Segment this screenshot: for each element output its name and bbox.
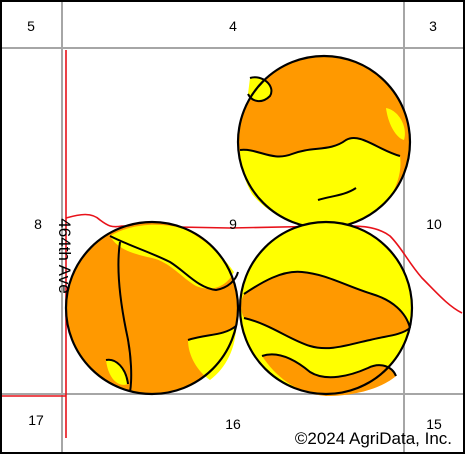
field-boundary-southeast <box>238 220 414 396</box>
section-label-15: 15 <box>426 416 442 432</box>
soil-field-north <box>236 54 412 230</box>
copyright-text: ©2024 AgriData, Inc. <box>295 429 452 448</box>
road-label-464th-ave: 464th Ave <box>55 218 74 293</box>
field-boundary-southwest <box>64 220 240 396</box>
soil-field-southwest <box>64 220 240 396</box>
section-label-8: 8 <box>34 216 42 232</box>
section-label-3: 3 <box>429 18 437 34</box>
soil-field-southeast <box>238 220 414 396</box>
section-label-17: 17 <box>28 412 44 428</box>
section-label-9: 9 <box>229 216 237 232</box>
section-label-16: 16 <box>225 416 241 432</box>
section-label-10: 10 <box>426 216 442 232</box>
section-label-4: 4 <box>229 18 237 34</box>
section-label-5: 5 <box>27 18 35 34</box>
